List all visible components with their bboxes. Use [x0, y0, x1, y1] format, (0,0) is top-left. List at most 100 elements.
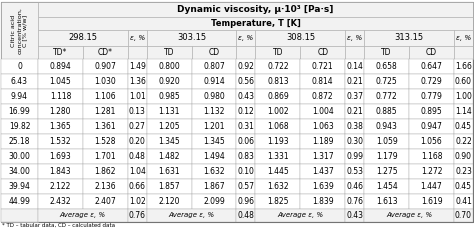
Text: 1.14: 1.14	[455, 107, 472, 116]
Bar	[255, 104, 301, 119]
Text: 1.00: 1.00	[455, 92, 472, 101]
Bar	[128, 104, 147, 119]
Bar	[345, 104, 364, 119]
Text: 0.43: 0.43	[346, 211, 363, 220]
Text: 1.045: 1.045	[50, 77, 71, 86]
Text: Average ε, %: Average ε, %	[60, 213, 106, 218]
Text: 0.41: 0.41	[455, 197, 472, 206]
Bar	[409, 194, 454, 209]
Bar	[301, 179, 345, 194]
Text: 0.96: 0.96	[237, 197, 255, 206]
Text: 1.482: 1.482	[158, 152, 180, 161]
Bar	[255, 164, 301, 179]
Bar	[345, 74, 364, 89]
Text: 0.27: 0.27	[129, 122, 146, 131]
Text: CD: CD	[209, 48, 219, 57]
Text: 0.800: 0.800	[158, 62, 180, 71]
Text: 1.193: 1.193	[267, 137, 289, 146]
Bar	[191, 134, 237, 149]
Text: 44.99: 44.99	[9, 197, 30, 206]
Bar	[191, 89, 237, 104]
Bar	[1, 104, 38, 119]
Bar	[38, 104, 83, 119]
Bar	[301, 46, 345, 59]
Bar	[301, 164, 345, 179]
Bar	[128, 46, 147, 59]
Text: 1.437: 1.437	[312, 167, 334, 176]
Bar	[255, 209, 345, 222]
Bar	[128, 194, 147, 209]
Bar	[83, 179, 128, 194]
Text: 0.38: 0.38	[346, 122, 363, 131]
Bar	[364, 134, 409, 149]
Bar	[237, 164, 255, 179]
Text: 1.839: 1.839	[312, 197, 334, 206]
Bar	[454, 89, 473, 104]
Text: 1.281: 1.281	[95, 107, 116, 116]
Bar	[147, 209, 237, 222]
Text: 0.46: 0.46	[346, 182, 363, 191]
Bar	[364, 46, 409, 59]
Text: 0.76: 0.76	[129, 211, 146, 220]
Bar	[83, 134, 128, 149]
Text: 0.647: 0.647	[420, 62, 443, 71]
Text: 1.345: 1.345	[158, 137, 180, 146]
Bar	[83, 104, 128, 119]
Text: 1.131: 1.131	[158, 107, 180, 116]
Bar	[454, 74, 473, 89]
Text: 1.201: 1.201	[203, 122, 225, 131]
Bar	[454, 119, 473, 134]
Bar	[345, 46, 364, 59]
Bar	[364, 59, 409, 74]
Bar	[409, 134, 454, 149]
Bar	[147, 46, 191, 59]
Bar	[345, 209, 364, 222]
Text: 1.272: 1.272	[421, 167, 442, 176]
Text: TD*: TD*	[53, 48, 68, 57]
Bar	[255, 119, 301, 134]
Bar	[1, 59, 38, 74]
Bar	[1, 134, 38, 149]
Text: 0.45: 0.45	[455, 122, 472, 131]
Bar	[237, 134, 255, 149]
Bar	[255, 30, 345, 46]
Bar	[255, 59, 301, 74]
Text: TD: TD	[164, 48, 174, 57]
Bar	[147, 179, 191, 194]
Bar	[409, 119, 454, 134]
Text: 0.722: 0.722	[267, 62, 289, 71]
Bar	[38, 59, 83, 74]
Text: 6.43: 6.43	[11, 77, 28, 86]
Text: 25.18: 25.18	[9, 137, 30, 146]
Bar	[128, 134, 147, 149]
Text: 0.943: 0.943	[376, 122, 398, 131]
Bar	[147, 74, 191, 89]
Bar	[128, 30, 147, 46]
Text: TD: TD	[382, 48, 392, 57]
Text: 0.23: 0.23	[455, 167, 472, 176]
Bar	[237, 46, 255, 59]
Bar	[409, 59, 454, 74]
Bar	[454, 30, 473, 46]
Text: 1.002: 1.002	[267, 107, 289, 116]
Bar	[191, 194, 237, 209]
Bar	[454, 164, 473, 179]
Text: ε, %: ε, %	[456, 35, 471, 41]
Text: 1.613: 1.613	[376, 197, 398, 206]
Bar	[83, 59, 128, 74]
Text: 39.94: 39.94	[9, 182, 30, 191]
Bar	[147, 119, 191, 134]
Text: 308.15: 308.15	[286, 33, 315, 42]
Bar	[237, 89, 255, 104]
Text: 1.632: 1.632	[267, 182, 289, 191]
Bar	[345, 164, 364, 179]
Text: 0.90: 0.90	[455, 152, 472, 161]
Bar	[345, 194, 364, 209]
Bar	[345, 89, 364, 104]
Text: 2.122: 2.122	[50, 182, 71, 191]
Bar	[301, 119, 345, 134]
Bar	[454, 134, 473, 149]
Text: 1.331: 1.331	[267, 152, 289, 161]
Bar	[128, 164, 147, 179]
Text: 1.063: 1.063	[312, 122, 334, 131]
